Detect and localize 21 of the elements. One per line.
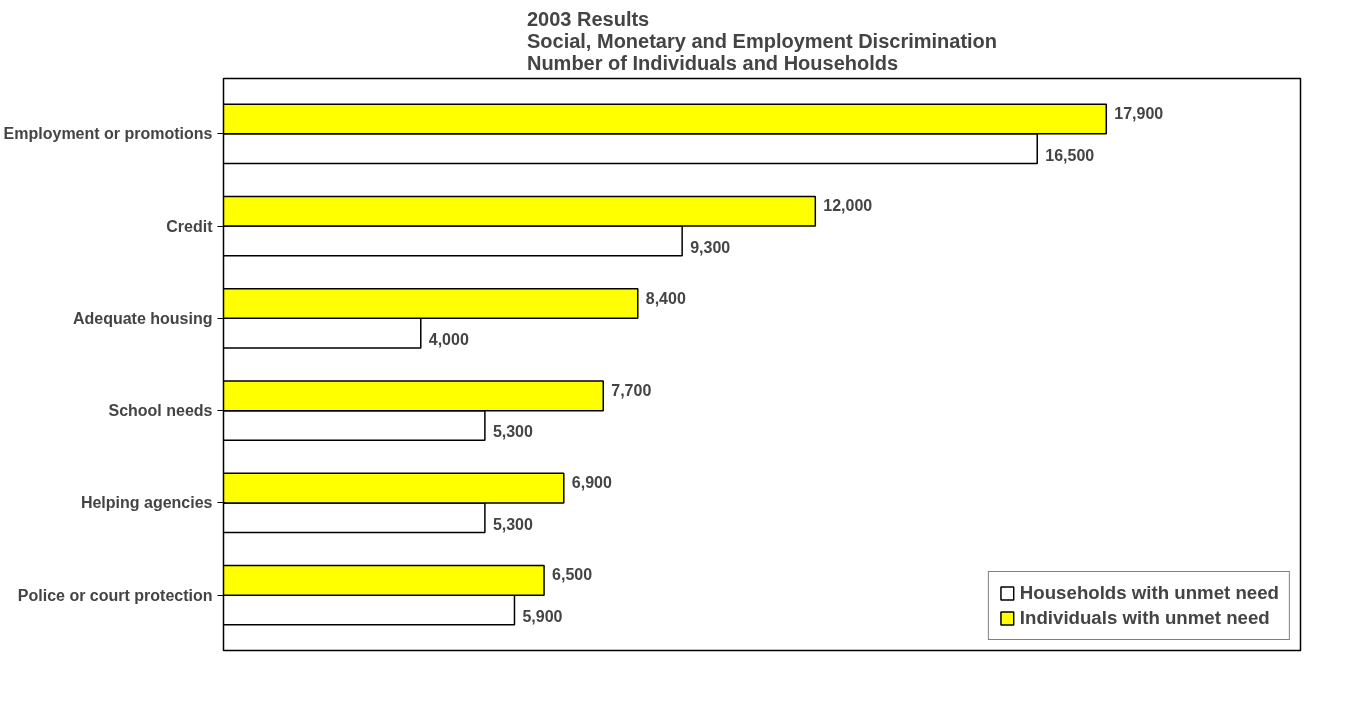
- data-label: 12,000: [823, 197, 873, 215]
- y-tick-label: Helping agencies: [80, 494, 213, 512]
- data-label: 5,300: [492, 423, 534, 441]
- y-tick-label: Employment or promotions: [3, 125, 213, 143]
- data-label: 9,300: [690, 238, 731, 256]
- data-label: 17,900: [1114, 105, 1164, 123]
- data-label: 7,700: [611, 381, 652, 399]
- data-label: 8,400: [645, 289, 686, 307]
- data-label: 5,300: [492, 515, 534, 533]
- legend-label: Individuals with unmet need: [1019, 607, 1270, 629]
- data-label: 6,500: [552, 566, 593, 584]
- y-tick-label: Police or court protection: [17, 586, 213, 604]
- y-tick-label: Credit: [166, 217, 214, 235]
- y-tick-label: School needs: [108, 402, 213, 420]
- data-label: 4,000: [428, 331, 469, 349]
- chart-title: 2003 Results Social, Monetary and Employment Discrimination Number of Individuals and Households: [526, 7, 998, 74]
- legend-label: Households with unmet need: [1019, 582, 1279, 604]
- y-tick-label: Adequate housing: [72, 309, 213, 327]
- data-label: 16,500: [1045, 146, 1095, 164]
- data-label: 5,900: [522, 607, 563, 625]
- data-label: 6,900: [571, 474, 612, 492]
